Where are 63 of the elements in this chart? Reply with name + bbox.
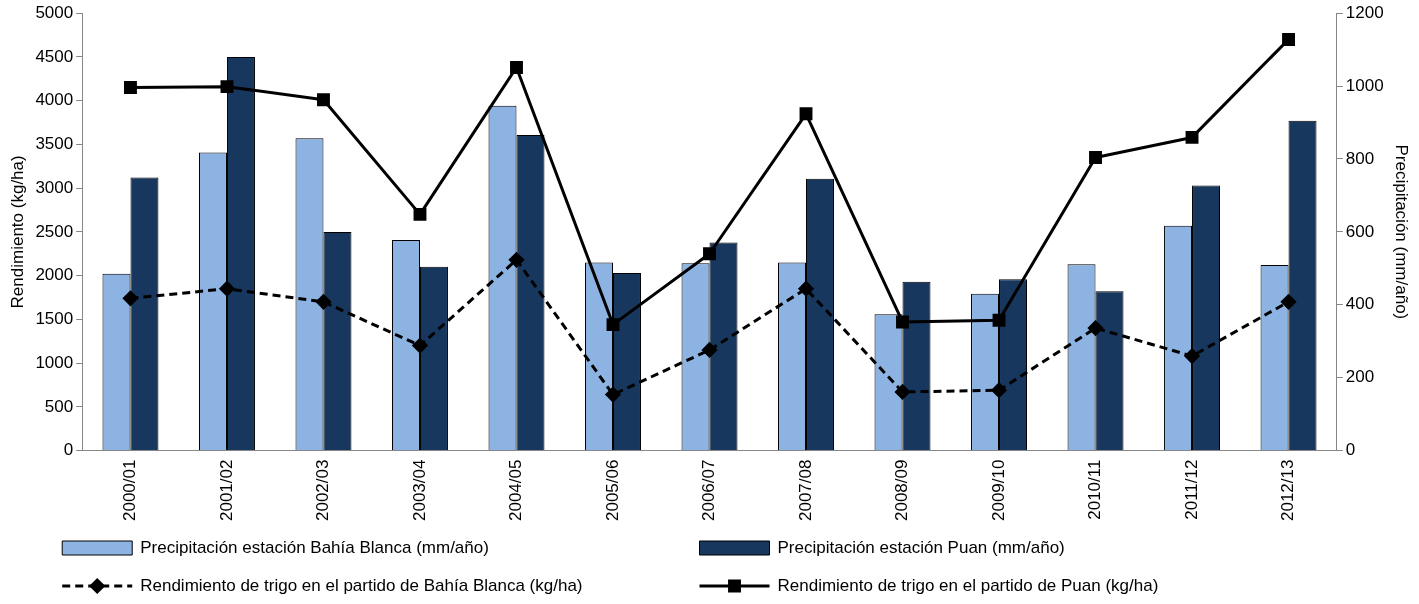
x-tick-label: 2002/03 [313,459,333,521]
x-tick-label: 2000/01 [120,459,140,521]
y-tick-label: 2000 [35,265,74,285]
legend-label: Rendimiento de trigo en el partido de Puan (kg/ha) [777,575,1159,595]
point [219,281,235,297]
y-tick-label: 4000 [35,90,74,110]
x-tick-label: 2006/07 [699,459,719,521]
point [1281,294,1297,310]
point [1184,348,1200,364]
point [1088,320,1104,336]
y2-tick-label: 200 [1345,367,1375,387]
point [605,387,621,403]
point [1089,151,1102,164]
point [124,81,137,94]
y2-axis-title: Precipitación (mm/año) [1392,144,1412,320]
x-tick-label: 2004/05 [506,459,526,521]
x-tick-label: 2008/09 [892,459,912,521]
point [412,338,428,354]
point [508,252,524,268]
legend-label: Precipitación estación Bahía Blanca (mm/año) [140,537,489,557]
x-tick-label: 2003/04 [409,459,429,521]
y-tick-label: 4500 [35,46,74,66]
y-tick-label: 500 [44,396,74,416]
x-tick-label: 2012/13 [1278,459,1298,521]
legend-label: Precipitación estación Puan (mm/año) [777,537,1065,557]
point [992,313,1006,327]
y-tick-label: 1500 [35,309,74,329]
y-tick-label: 0 [63,440,74,460]
y2-tick-label: 400 [1345,294,1375,314]
x-tick-label: 2011/12 [1181,459,1201,520]
y2-tick-label: 600 [1345,221,1375,241]
x-tick-label: 2007/08 [795,459,815,521]
y-tick-label: 2500 [35,221,74,241]
point [798,281,814,297]
point [703,247,716,261]
x-tick-label: 2005/06 [602,459,622,521]
point [510,60,523,74]
y-tick-label: 3000 [35,177,74,197]
point [1282,32,1295,46]
point [895,384,911,400]
point [896,315,909,329]
x-tick-label: 2009/10 [988,459,1008,521]
y-tick-label: 3500 [35,134,74,154]
point [317,93,330,107]
point [991,382,1007,398]
point [220,80,234,94]
y2-tick-label: 1200 [1345,2,1384,22]
point [413,207,427,221]
x-tick-label: 2010/11 [1085,459,1105,520]
point [799,107,813,121]
y2-tick-label: 800 [1345,148,1375,168]
y2-tick-label: 1000 [1345,75,1384,95]
point [315,294,331,310]
y2-tick-label: 0 [1345,440,1356,460]
legend-label: Rendimiento de trigo en el partido de Bahía Blanca (kg/ha) [140,575,583,595]
y-axis-title: Rendimiento (kg/ha) [7,155,27,309]
point [1185,130,1199,144]
y-tick-label: 5000 [35,2,74,22]
y-tick-label: 1000 [35,352,74,372]
x-tick-label: 2001/02 [216,459,236,521]
point [122,290,138,306]
point [702,342,717,358]
point [606,318,620,332]
